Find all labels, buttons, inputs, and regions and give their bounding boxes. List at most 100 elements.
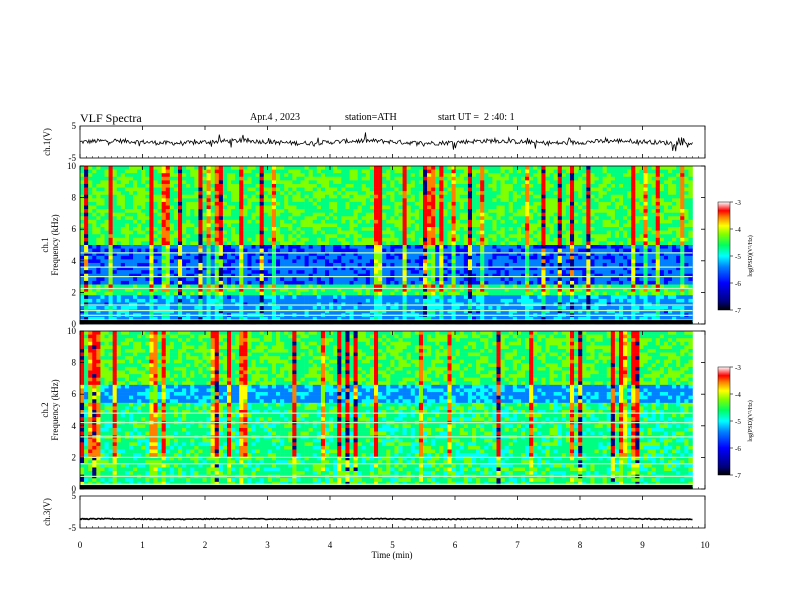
spectrogram-cell [161,316,167,321]
spectrogram-cell [439,291,444,296]
spectrogram-cell [80,237,85,242]
spectrogram-cell [504,277,510,282]
spectrogram-cell [124,309,130,314]
spectrogram-cell [169,166,175,170]
spectrogram-cell [259,216,265,221]
spectrogram-cell [178,223,183,228]
spectrogram-cell [361,270,367,275]
spectrogram-cell [529,241,534,246]
spectrogram-cell [472,284,477,289]
spectrogram-cell [484,309,489,314]
spectrogram-cell [472,183,477,188]
spectrogram-cell [284,262,289,267]
spectrogram-cell [276,205,281,210]
spectrogram-cell [267,270,273,275]
spectrogram-cell [194,176,199,181]
ch1-waveform-ylabel: ch.1(V) [42,128,52,156]
spectrogram-cell [480,291,485,296]
spectrogram-cell [120,180,126,185]
spectrogram-cell [243,266,248,271]
spectrogram-cell [508,295,514,300]
spectrogram-cell [472,205,477,210]
spectrogram-cell [304,262,309,267]
spectrogram-cell [439,241,444,246]
spectrogram-cell [508,169,514,174]
spectrogram-cell [190,219,195,224]
spectrogram-cell [504,309,510,314]
spectrogram-cell [137,230,142,235]
spectrogram-cell [439,216,444,221]
spectrogram-cell [492,180,497,185]
spectrogram-cell [508,306,514,310]
spectrogram-cell [304,212,309,217]
spectrogram-cell [451,183,456,188]
spectrogram-cell [227,309,232,314]
spectrogram-cell [284,306,289,310]
spectrogram-cell [100,302,105,307]
spectrogram-cell [153,255,158,260]
spectrogram-cell [402,209,407,213]
spectrogram-cell [280,194,285,199]
spectrogram-cell [516,212,522,217]
spectrogram-cell [402,298,407,303]
spectrogram-cell [214,288,220,292]
spectrogram-cell [161,280,167,285]
spectrogram-cell [525,270,530,275]
spectrogram-cell [84,248,89,253]
spectrogram-cell [423,295,428,300]
spectrogram-cell [186,237,191,242]
spectrogram-cell [512,201,518,206]
spectrogram-cell [251,252,256,257]
spectrogram-cell [243,255,248,260]
spectrogram-cell [88,216,93,221]
spectrogram-cell [398,173,403,178]
spectrogram-cell [255,219,260,224]
spectrogram-cell [243,191,248,196]
spectrogram-cell [435,198,440,203]
spectrogram-cell [435,237,440,242]
spectrogram-cell [472,169,477,174]
spectrogram-cell [390,252,395,257]
spectrogram-cell [427,273,432,278]
spectrogram-cell [178,266,183,271]
spectrogram-cell [496,252,501,257]
spectrogram-cell [353,237,358,242]
spectrogram-cell [137,241,142,246]
spectrogram-cell [406,187,412,192]
spectrogram-cell [129,248,134,253]
spectrogram-cell [255,191,260,196]
spectrogram-cell [202,288,207,292]
spectrogram-cell [484,248,489,253]
spectrogram-cell [463,183,469,188]
spectrogram-cell [365,223,371,228]
spectrogram-cell [80,270,85,275]
spectrogram-cell [120,309,126,314]
spectrogram-cell [533,295,538,300]
spectrogram-cell [463,291,469,296]
spectrogram-cell [467,230,473,235]
spectrogram-cell [345,270,350,275]
spectrogram-cell [406,191,412,196]
spectrogram-cell [169,248,175,253]
spectrogram-cell [300,302,305,307]
spectrogram-cell [280,288,285,292]
spectrogram-cell [239,173,244,178]
spectrogram-cell [104,234,109,239]
spectrogram-cell [129,173,134,178]
spectrogram-cell [124,262,130,267]
spectrogram-cell [414,237,420,242]
spectrogram-cell [300,284,305,289]
spectrogram-cell [435,245,440,249]
spectrogram-cell [386,169,391,174]
spectrogram-cell [169,302,175,307]
spectrogram-cell [451,198,456,203]
spectrogram-cell [369,169,375,174]
spectrogram-cell [96,176,101,181]
spectrogram-cell [447,316,452,321]
spectrogram-cell [218,302,224,307]
spectrogram-cell [304,284,309,289]
spectrogram-cell [280,219,285,224]
spectrogram-cell [390,212,395,217]
spectrogram-cell [198,176,203,181]
spectrogram-cell [80,212,85,217]
